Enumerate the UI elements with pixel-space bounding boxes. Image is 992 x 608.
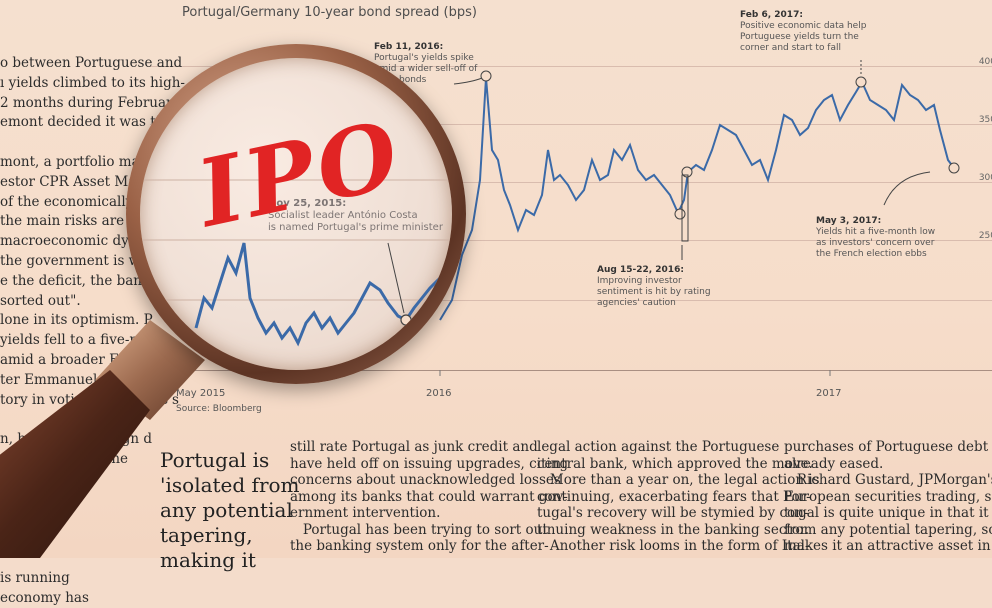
magnified-annotation-line: is named Portugal's prime minister	[268, 222, 444, 233]
headline-line: tapering,	[160, 523, 253, 547]
text-line: lone in its optimism. P	[0, 312, 153, 329]
text-line: the banking system only for the after-	[290, 538, 549, 554]
x-tick-2017: 2017	[816, 388, 842, 399]
annotation-may-2017-line: Yields hit a five-month low	[816, 227, 936, 237]
gridline-200	[150, 300, 992, 301]
text-line: the main risks are belt	[0, 213, 155, 230]
text-line: concerns about unacknowledged losses	[290, 472, 561, 488]
annotation-feb-2017-line: Positive economic data help	[740, 21, 867, 31]
text-line: is running	[0, 569, 70, 586]
text-line: central bank, which approved the move.	[537, 455, 813, 472]
annotation-may-2017-line: as investors' concern over	[816, 238, 935, 248]
annotation-aug-2016-head: Aug 15-22, 2016:	[597, 265, 684, 275]
headline-line: any potential	[160, 498, 293, 522]
text-line: sorted out".	[0, 292, 81, 309]
annotation-feb-2016-line: Portugal's yields spike	[374, 53, 474, 63]
text-line: Portugal has been trying to sort out	[290, 521, 548, 538]
text-line: e the deficit, the bank	[0, 272, 151, 289]
annotation-feb-2017-line: corner and start to fall	[740, 43, 841, 53]
chart-title: Portugal/Germany 10-year bond spread (bp…	[182, 5, 477, 20]
text-line: the government is w	[0, 252, 141, 269]
annotation-may-2017-line: the French election ebbs	[816, 249, 927, 259]
annotation-feb-2017-head: Feb 6, 2017:	[740, 10, 803, 20]
text-line: emont decided it was time	[0, 114, 181, 131]
gridline-350	[150, 124, 992, 125]
text-line: ernment intervention.	[290, 505, 441, 521]
annotation-aug-2016: Aug 15-22, 2016: Improving investor sent…	[597, 265, 711, 309]
annotation-feb-2016-line: amid a wider sell-off of	[374, 64, 478, 74]
article-column-3: legal action against the Portuguese cent…	[537, 439, 820, 555]
text-line: mont, a portfolio manag	[0, 153, 166, 170]
annotation-aug-2016-line: agencies' caution	[597, 298, 676, 308]
x-tick-may-2015: May 2015	[176, 388, 226, 399]
article-column-4: purchases of Portuguese debt ha already …	[784, 439, 992, 555]
text-line: economy has	[0, 589, 89, 606]
text-line: have held off on issuing upgrades, citin…	[290, 455, 569, 472]
y-tick-350: 350	[978, 115, 992, 125]
text-line: continuing, exacerbating fears that Por-	[537, 488, 811, 505]
magnified-annotation-line: Socialist leader António Costa	[268, 209, 418, 221]
annotation-may-2017: May 3, 2017: Yields hit a five-month low…	[816, 216, 935, 260]
headline-line: Portugal is	[160, 448, 270, 472]
y-tick-250: 250	[978, 231, 992, 241]
magnified-chart-line: Nov 25, 2015: Socialist leader António C…	[140, 179, 452, 347]
y-tick-300: 300	[978, 173, 992, 183]
text-line: estor CPR Asset Manag	[0, 173, 162, 190]
text-line: still rate Portugal as junk credit and	[290, 439, 538, 455]
magnifier-handle	[0, 320, 205, 558]
text-line: tinuing weakness in the banking sector.	[537, 521, 810, 538]
annotation-feb-2016-head: Feb 11, 2016:	[374, 42, 444, 52]
magnified-annotation-head: Nov 25, 2015:	[268, 198, 346, 209]
y-tick-400: 400	[978, 57, 992, 67]
bond-spread-line	[439, 60, 960, 376]
text-line: legal action against the Portuguese	[537, 439, 780, 455]
text-line: tugal's recovery will be stymied by con-	[537, 505, 809, 521]
chart-source: Source: Bloomberg	[176, 404, 262, 414]
gridline-300	[150, 182, 992, 183]
gridline-250	[150, 240, 992, 241]
text-line: o between Portuguese and	[0, 55, 183, 71]
text-line: purchases of Portuguese debt ha	[784, 439, 992, 455]
text-line: among its banks that could warrant gov-	[290, 488, 568, 505]
text-line: 2 months during February,	[0, 94, 183, 111]
text-line: ı yields climbed to its high-	[0, 74, 185, 91]
magnifier-lens: Nov 25, 2015: Socialist leader António C…	[140, 58, 452, 370]
text-line: macroeconomic dyna	[0, 233, 146, 250]
annotation-may-2017-head: May 3, 2017:	[816, 216, 882, 226]
text-line: of the economically fra	[0, 193, 158, 210]
text-line: Another risk looms in the form of Ital-	[537, 538, 810, 554]
text-line: from any potential tapering, so t	[784, 521, 992, 538]
annotation-aug-2016-line: sentiment is hit by rating	[597, 287, 711, 297]
annotation-feb-2017-line: Portuguese yields turn the	[740, 32, 859, 42]
gridline-400	[150, 66, 992, 67]
annotation-feb-2017: Feb 6, 2017: Positive economic data help…	[740, 10, 866, 54]
text-line: European securities trading, says: "F	[784, 488, 992, 505]
text-line: tugal is quite unique in that it is isol…	[784, 505, 992, 521]
text-line: already eased.	[784, 455, 884, 472]
x-axis-line	[150, 370, 992, 371]
annotation-aug-2016-line: Improving investor	[597, 276, 682, 286]
text-line: More than a year on, the legal action is	[537, 472, 820, 488]
text-line: Richard Gustard, JPMorgan's head	[796, 472, 992, 488]
article-column-2: still rate Portugal as junk credit and h…	[290, 439, 568, 555]
text-line: makes it an attractive asset in a risk	[784, 538, 992, 554]
headline-line: 'isolated from	[160, 473, 300, 497]
x-tick-2016: 2016	[426, 388, 452, 399]
